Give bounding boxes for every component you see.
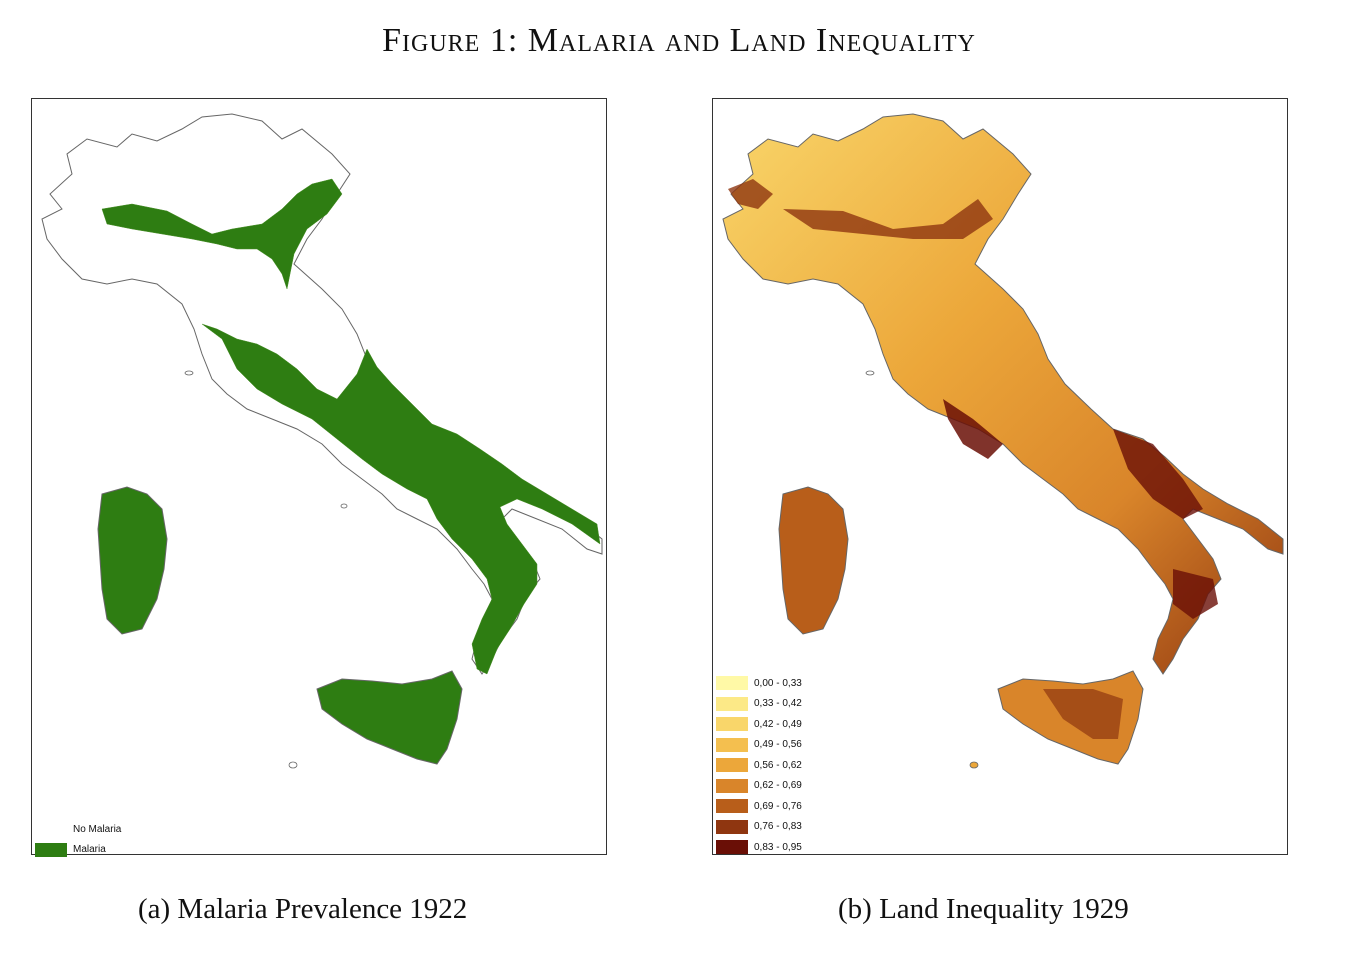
- caption-malaria: (a) Malaria Prevalence 1922: [138, 893, 468, 925]
- legend-swatch-malaria: [35, 842, 67, 857]
- legend-swatch: [716, 758, 748, 773]
- legend-label: 0,69 - 0,76: [754, 800, 802, 812]
- island-ischia: [340, 503, 348, 509]
- legend-item: 0,33 - 0,42: [716, 694, 802, 715]
- inequality-sicily-dark: [1043, 689, 1123, 739]
- legend-label: Malaria: [73, 844, 106, 856]
- island-elba: [184, 370, 194, 376]
- inequality-dark-apulia: [1113, 429, 1203, 519]
- malaria-region-tyrrhenian: [201, 323, 601, 675]
- island-pantelleria: [288, 761, 298, 769]
- malaria-map-panel: No Malaria Malaria: [31, 98, 607, 857]
- legend-label: 0,56 - 0,62: [754, 759, 802, 771]
- legend-label: No Malaria: [73, 823, 122, 835]
- caption-land-inequality: (b) Land Inequality 1929: [838, 893, 1129, 925]
- land-inequality-map: [722, 113, 1284, 769]
- legend-label: 0,33 - 0,42: [754, 698, 802, 710]
- legend-item: 0,62 - 0,69: [716, 776, 802, 797]
- legend-swatch: [716, 819, 748, 834]
- inequality-dark-calabria: [1173, 569, 1218, 619]
- legend-swatch: [716, 696, 748, 711]
- inequality-dark-alps: [728, 179, 993, 239]
- legend-label: 0,83 - 0,95: [754, 841, 802, 853]
- island-elba: [865, 370, 875, 376]
- legend-item: Malaria: [35, 840, 121, 861]
- land-inequality-map-panel: 0,00 - 0,33 0,33 - 0,42 0,42 - 0,49 0,49…: [712, 98, 1288, 855]
- legend-item: 0,49 - 0,56: [716, 735, 802, 756]
- legend-label: 0,00 - 0,33: [754, 677, 802, 689]
- legend-label: 0,62 - 0,69: [754, 780, 802, 792]
- legend-item: 0,56 - 0,62: [716, 755, 802, 776]
- legend-item: 0,69 - 0,76: [716, 796, 802, 817]
- legend-swatch: [716, 840, 748, 855]
- malaria-region-sardinia: [97, 486, 168, 635]
- legend-item: 0,42 - 0,49: [716, 714, 802, 735]
- legend-item: No Malaria: [35, 819, 121, 840]
- legend-swatch: [716, 737, 748, 752]
- legend-label: 0,76 - 0,83: [754, 821, 802, 833]
- legend-label: 0,42 - 0,49: [754, 718, 802, 730]
- legend-label: 0,49 - 0,56: [754, 739, 802, 751]
- inequality-dark-lazio: [943, 399, 1003, 459]
- island-pantelleria: [969, 761, 979, 769]
- figure-title: Figure 1: Malaria and Land Inequality: [382, 22, 976, 59]
- inequality-sardinia: [778, 486, 849, 635]
- malaria-region-po-valley: [101, 178, 343, 290]
- inequality-legend: 0,00 - 0,33 0,33 - 0,42 0,42 - 0,49 0,49…: [716, 673, 802, 858]
- legend-swatch: [716, 676, 748, 691]
- legend-swatch: [716, 778, 748, 793]
- malaria-region-sicily: [316, 670, 463, 765]
- legend-swatch: [716, 717, 748, 732]
- malaria-map: [41, 113, 603, 769]
- legend-item: 0,83 - 0,95: [716, 837, 802, 858]
- legend-swatch: [716, 799, 748, 814]
- malaria-legend: No Malaria Malaria: [35, 819, 121, 860]
- legend-swatch-no-malaria: [35, 822, 67, 837]
- legend-item: 0,76 - 0,83: [716, 817, 802, 838]
- legend-item: 0,00 - 0,33: [716, 673, 802, 694]
